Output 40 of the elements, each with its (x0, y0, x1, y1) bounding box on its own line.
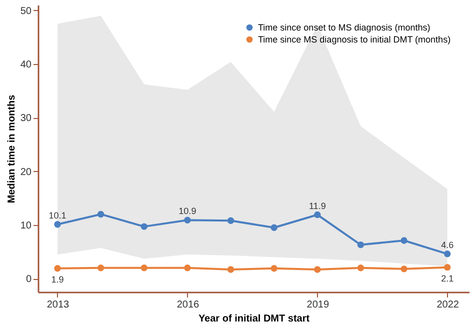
x-tick-label: 2022 (436, 300, 460, 310)
y-tick-label: 10 (20, 220, 32, 232)
x-tick-label: 2016 (176, 300, 200, 310)
point (444, 264, 451, 271)
data-label: 10.9 (178, 206, 196, 216)
point (444, 250, 451, 258)
y-axis-title: Median time in months (6, 94, 18, 204)
point (140, 223, 148, 230)
point (314, 211, 321, 218)
point (270, 265, 278, 272)
x-tick-label: 2019 (306, 300, 330, 310)
y-tick-label: 20 (20, 166, 32, 178)
point (227, 266, 234, 273)
point (54, 265, 61, 272)
point (314, 266, 321, 273)
y-tick-label: 40 (20, 60, 32, 71)
point (140, 264, 148, 272)
point (400, 266, 408, 272)
point (184, 264, 191, 272)
point (97, 264, 104, 272)
point (357, 241, 364, 248)
legend-label: Time since onset to MS diagnosis (months) (258, 22, 430, 32)
legend-label: Time since MS diagnosis to initial DMT (months) (258, 34, 451, 44)
point (227, 217, 234, 224)
x-axis-title: Year of initial DMT start (198, 314, 310, 324)
point (270, 224, 278, 231)
point (184, 216, 191, 224)
y-tick-label: 30 (20, 113, 32, 124)
data-label: 10.1 (48, 210, 66, 220)
x-tick-label: 2013 (46, 300, 70, 310)
data-label: 1.9 (51, 274, 64, 284)
point (400, 237, 408, 244)
point (97, 210, 104, 218)
data-label: 2.1 (441, 273, 454, 284)
y-tick-label: 50 (20, 6, 32, 17)
data-label: 4.6 (441, 240, 454, 250)
data-label: 11.9 (308, 200, 326, 211)
point (54, 221, 61, 228)
point (357, 264, 364, 272)
y-tick-label: 0 (26, 274, 32, 286)
